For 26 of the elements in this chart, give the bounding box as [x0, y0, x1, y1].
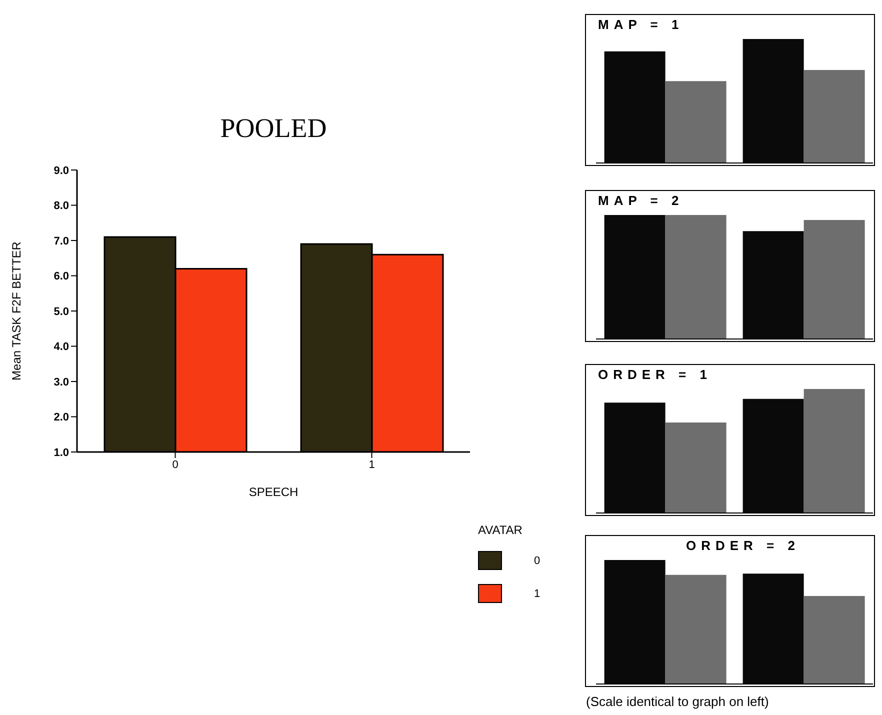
y-tick-label: 7.0 — [54, 235, 69, 248]
chart-title: POOLED — [219, 113, 328, 144]
bar — [804, 70, 865, 163]
x-axis-title: SPEECH — [248, 485, 298, 499]
bar — [804, 596, 865, 684]
chart-title: MAP = 2 — [598, 193, 684, 208]
bar — [804, 389, 865, 513]
bar — [665, 422, 726, 513]
y-tick-label: 1.0 — [54, 446, 69, 459]
y-tick-label: 6.0 — [54, 270, 69, 283]
chart-title: ORDER = 1 — [598, 367, 712, 382]
chart-title: MAP = 1 — [598, 17, 684, 32]
y-tick-label: 2.0 — [54, 412, 69, 424]
text: (Scale identical to graph on left) — [586, 694, 770, 709]
chart-title: ORDER = 2 — [686, 538, 800, 553]
text: 0 — [534, 554, 540, 566]
y-axis-title: Mean TASK F2F BETTER — [9, 241, 24, 380]
bar — [665, 81, 726, 163]
y-tick-label: 3.0 — [54, 376, 69, 388]
y-tick-label: 4.0 — [54, 341, 69, 354]
legend-title: AVATAR — [478, 523, 524, 537]
y-tick-label: 5.0 — [54, 306, 69, 318]
text: 1 — [534, 588, 540, 600]
bar — [665, 574, 726, 684]
y-tick-label: 9.0 — [54, 164, 69, 177]
y-tick-label: 8.0 — [54, 200, 69, 212]
